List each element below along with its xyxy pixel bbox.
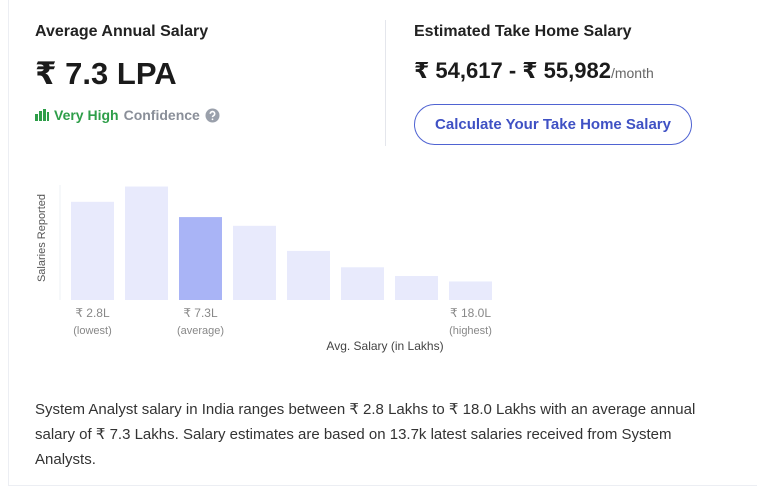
- bar: [71, 201, 114, 300]
- avg-title: Average Annual Salary: [35, 23, 209, 40]
- x-tick-note: (lowest): [73, 325, 112, 337]
- x-tick-label: ₹ 7.3L: [183, 306, 218, 320]
- take-home-range: ₹ 54,617 - ₹ 55,982: [414, 58, 611, 83]
- avg-value: ₹ 7.3 LPA: [35, 56, 177, 91]
- x-tick-label: ₹ 2.8L: [75, 306, 110, 320]
- bar: [125, 186, 168, 300]
- confidence-row: Very High Confidence: [35, 107, 220, 123]
- confidence-icon: [35, 109, 49, 121]
- confidence-text: Confidence: [123, 107, 200, 123]
- calculate-button[interactable]: Calculate Your Take Home Salary: [414, 104, 692, 145]
- card-border: [8, 0, 757, 486]
- x-tick-note: (average): [177, 325, 224, 337]
- x-axis-label: Avg. Salary (in Lakhs): [326, 339, 443, 353]
- confidence-level: Very High: [54, 107, 119, 123]
- bar: [449, 281, 492, 300]
- bar: [287, 250, 330, 300]
- bar: [233, 225, 276, 300]
- take-home-title: Estimated Take Home Salary: [414, 23, 632, 40]
- help-icon[interactable]: [205, 108, 220, 123]
- bar: [341, 267, 384, 300]
- y-axis-label: Salaries Reported: [36, 194, 48, 282]
- divider: [385, 20, 386, 146]
- x-tick-note: (highest): [449, 325, 492, 337]
- x-tick-label: ₹ 18.0L: [450, 306, 491, 320]
- take-home-value: ₹ 54,617 - ₹ 55,982/month: [414, 58, 654, 84]
- take-home-unit: /month: [610, 65, 654, 81]
- salary-chart: Salaries Reported Avg. Salary (in Lakhs)…: [36, 185, 492, 353]
- bar: [179, 217, 222, 300]
- bar: [395, 276, 438, 300]
- description: System Analyst salary in India ranges be…: [35, 401, 696, 468]
